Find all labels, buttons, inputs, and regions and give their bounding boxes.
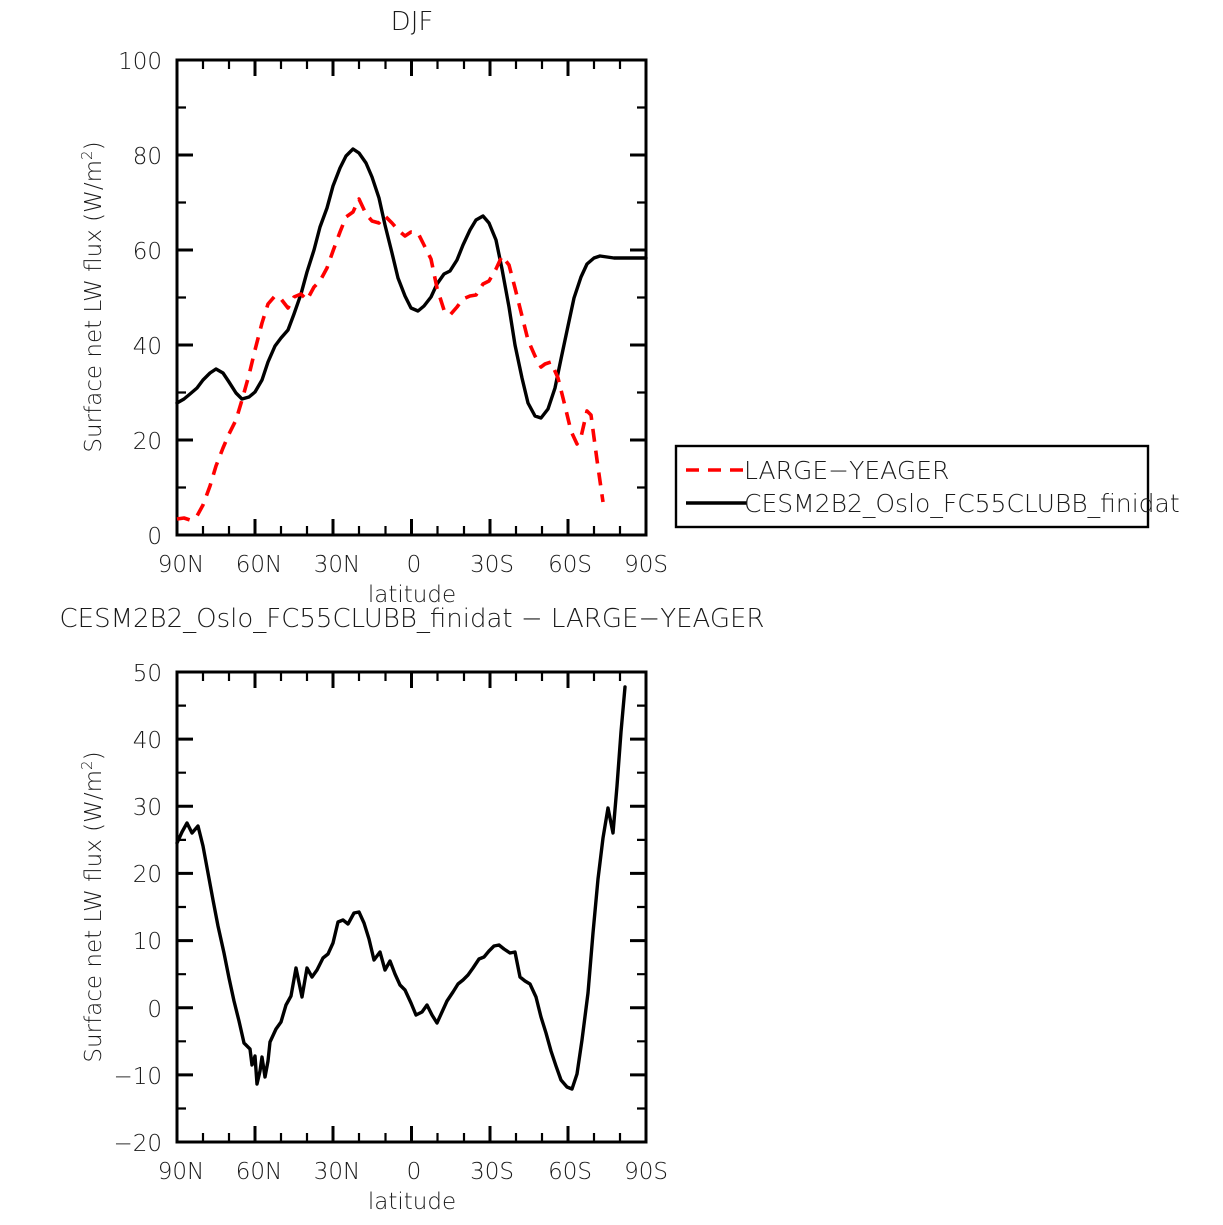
top-panel-ylabel-superscript: 2 (78, 150, 96, 160)
bottom-panel-y-ticks-left (177, 670, 193, 1144)
top-panel-y-minor-ticks-left (177, 106, 186, 489)
bottom-panel-x-ticks-top (175, 672, 648, 688)
top-panel-title: DJF (391, 7, 434, 37)
top-panel: DJF (78, 7, 668, 608)
bottom-panel-ytick-40: 40 (133, 728, 162, 754)
bottom-panel-xtick-30S: 30S (470, 1159, 514, 1185)
bottom-panel-title: CESM2B2_Oslo_FC55CLUBB_finidat − LARGE−Y… (60, 604, 765, 634)
top-panel-xlabel: latitude (368, 582, 456, 608)
bottom-panel-xtick-0: 0 (407, 1159, 422, 1185)
top-panel-y-ticks-left (177, 58, 193, 537)
top-panel-ytick-60: 60 (133, 239, 162, 265)
bottom-panel-ytick-10: 10 (133, 929, 162, 955)
bottom-panel-y-minor-ticks-left (177, 704, 186, 1110)
bottom-panel-y-ticks-right (630, 670, 646, 1144)
top-panel-xtick-30S: 30S (470, 552, 514, 578)
top-panel-ytick-20: 20 (133, 429, 162, 455)
top-panel-x-ticks-top (175, 60, 648, 76)
top-panel-ytick-0: 0 (147, 524, 162, 550)
bottom-panel-xtick-60N: 60N (236, 1159, 282, 1185)
top-panel-xtick-30N: 30N (314, 552, 360, 578)
top-panel-series-cesm2b2 (175, 147, 648, 420)
legend-label-large-yeager: LARGE−YEAGER (744, 456, 949, 485)
bottom-panel: CESM2B2_Oslo_FC55CLUBB_finidat − LARGE−Y… (60, 604, 765, 1215)
top-panel-xtick-0: 0 (407, 552, 422, 578)
bottom-panel-ytick-30: 30 (133, 795, 162, 821)
top-panel-x-ticks-bottom (175, 519, 648, 535)
top-panel-x-minor-ticks-bottom (201, 526, 622, 535)
bottom-panel-xtick-30N: 30N (314, 1159, 360, 1185)
top-panel-ytick-40: 40 (133, 334, 162, 360)
bottom-panel-ylabel: Surface net LW flux (W/m2) (78, 751, 107, 1062)
bottom-panel-x-ticks-bottom (175, 1126, 648, 1142)
legend-box (674, 444, 1150, 529)
top-panel-xtick-60N: 60N (236, 552, 282, 578)
bottom-panel-xtick-90N: 90N (158, 1159, 204, 1185)
bottom-panel-ylabel-close: ) (81, 751, 107, 760)
top-panel-y-minor-ticks-right (637, 106, 646, 489)
bottom-panel-ytick-50: 50 (133, 661, 162, 687)
bottom-panel-xtick-90S: 90S (624, 1159, 668, 1185)
bottom-panel-xtick-60S: 60S (548, 1159, 592, 1185)
top-panel-ylabel-group: Surface net LW flux (W/m2) (78, 141, 107, 452)
top-panel-series-large-yeager (176, 197, 605, 522)
legend-label-cesm2b2: CESM2B2_Oslo_FC55CLUBB_finidat (744, 489, 1180, 518)
bottom-panel-x-minor-ticks-top (201, 672, 622, 681)
top-panel-ylabel-main: Surface net LW flux (W/m (81, 160, 107, 453)
top-panel-xtick-90S: 90S (624, 552, 668, 578)
bottom-panel-ytick-minus20: −20 (113, 1131, 162, 1157)
top-panel-xtick-90N: 90N (158, 552, 204, 578)
bottom-panel-ytick-minus10: −10 (113, 1064, 162, 1090)
bottom-panel-xlabel: latitude (368, 1189, 456, 1215)
bottom-panel-ylabel-main: Surface net LW flux (W/m (81, 770, 107, 1063)
top-panel-ylabel: Surface net LW flux (W/m2) (78, 141, 107, 452)
bottom-panel-ytick-0: 0 (147, 997, 162, 1023)
bottom-panel-series-difference (175, 685, 627, 1091)
top-panel-xtick-60S: 60S (548, 552, 592, 578)
bottom-panel-ytick-20: 20 (133, 862, 162, 888)
top-panel-ytick-80: 80 (133, 144, 162, 170)
top-panel-ytick-100: 100 (118, 49, 162, 75)
bottom-panel-ylabel-superscript: 2 (78, 760, 96, 770)
bottom-panel-ylabel-group: Surface net LW flux (W/m2) (78, 751, 107, 1062)
top-panel-y-ticks-right (630, 58, 646, 537)
bottom-panel-y-minor-ticks-right (637, 704, 646, 1110)
top-panel-ylabel-close: ) (81, 141, 107, 150)
top-panel-x-minor-ticks-top (201, 60, 622, 69)
bottom-panel-x-minor-ticks-bottom (201, 1133, 622, 1142)
legend: LARGE−YEAGER CESM2B2_Oslo_FC55CLUBB_fini… (674, 444, 1180, 529)
